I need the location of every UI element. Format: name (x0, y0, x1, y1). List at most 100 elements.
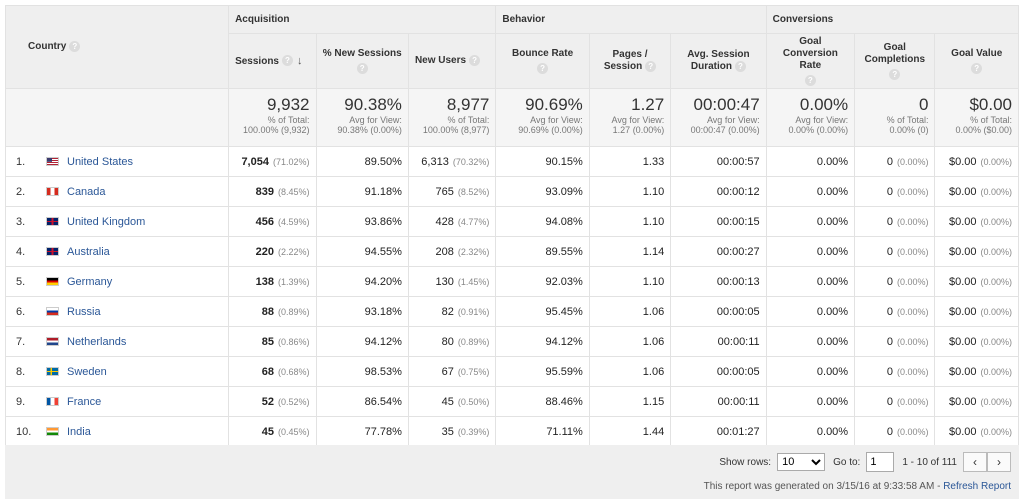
country-link[interactable]: Russia (67, 305, 101, 318)
table-row[interactable]: 3. United Kingdom 456 (4.59%) 93.86% 428 (4.77… (4, 206, 1019, 237)
avg-session-duration-column-header[interactable]: Avg. Session Duration? (670, 33, 767, 89)
totals-goal-value: $0.00% of Total: 0.00% ($0.00) (934, 88, 1019, 147)
country-cell: 6. Russia (4, 296, 230, 327)
goal-value-cell: $0.00 (0.00%) (934, 236, 1019, 267)
table-row[interactable]: 10. India 45 (0.45%) 77.78% 35 (0.39%) 71.11% 1.… (4, 416, 1019, 447)
goal-value-cell: $0.00 (0.00%) (934, 296, 1019, 327)
help-icon[interactable]: ? (804, 75, 816, 86)
goal-completions-cell: 0 (0.00%) (854, 236, 936, 267)
row-index: 2. (16, 185, 26, 198)
report-table: Country? Acquisition Behavior Conversion… (4, 5, 1020, 447)
goal-value-column-header[interactable]: Goal Value? (934, 33, 1019, 89)
sessions-cell: 68 (0.68%) (228, 356, 317, 387)
country-link[interactable]: Germany (67, 275, 113, 288)
table-row[interactable]: 9. France 52 (0.52%) 86.54% 45 (0.50%) 88.46% 1.… (4, 386, 1019, 417)
table-row[interactable]: 4. Australia 220 (2.22%) 94.55% 208 (2.32%) 89.… (4, 236, 1019, 267)
help-icon[interactable]: ? (69, 41, 81, 53)
goal-conversion-rate-cell: 0.00% (765, 416, 856, 447)
new-sessions-cell: 86.54% (315, 386, 409, 417)
country-link[interactable]: Sweden (67, 365, 107, 378)
avg-session-duration-cell: 00:00:27 (670, 236, 767, 267)
totals-avg-session-duration: 00:00:47 Avg for View: 00:00:47 (0.00%) (670, 88, 767, 147)
new-users-cell: 765 (8.52%) (407, 176, 497, 207)
goal-completions-cell: 0 (0.00%) (854, 296, 936, 327)
country-link[interactable]: Australia (67, 245, 110, 258)
country-link[interactable]: United Kingdom (67, 215, 146, 228)
bounce-rate-cell: 71.11% (495, 416, 590, 447)
table-row[interactable]: 5. Germany 138 (1.39%) 94.20% 130 (1.45%) 92.03… (4, 266, 1019, 297)
bounce-rate-cell: 93.09% (495, 176, 590, 207)
avg-session-duration-cell: 00:00:15 (670, 206, 767, 237)
goal-conversion-rate-cell: 0.00% (765, 206, 856, 237)
help-icon[interactable]: ? (889, 69, 901, 80)
goal-completions-cell: 0 (0.00%) (854, 176, 936, 207)
country-link[interactable]: India (67, 425, 91, 438)
country-column-header[interactable]: Country? (4, 5, 230, 89)
row-index: 9. (16, 395, 26, 408)
show-rows-select[interactable]: 10 (777, 453, 826, 471)
help-icon[interactable]: ? (469, 54, 481, 66)
bounce-rate-cell: 94.12% (495, 326, 590, 357)
sessions-cell: 220 (2.22%) (228, 236, 317, 267)
help-icon[interactable]: ? (645, 60, 657, 72)
bounce-rate-cell: 92.03% (495, 266, 590, 297)
goto-page-input[interactable] (866, 452, 895, 472)
next-page-button[interactable]: › (987, 452, 1011, 472)
new-users-cell: 82 (0.91%) (407, 296, 497, 327)
sessions-column-header[interactable]: Sessions? ↓ (228, 33, 317, 89)
table-row[interactable]: 7. Netherlands 85 (0.86%) 94.12% 80 (0.89%) 94.… (4, 326, 1019, 357)
help-icon[interactable]: ? (282, 55, 293, 67)
goal-conversion-rate-cell: 0.00% (765, 266, 856, 297)
help-icon[interactable]: ? (356, 63, 368, 74)
help-icon[interactable]: ? (971, 63, 983, 74)
goal-completions-column-header[interactable]: Goal Completions? (854, 33, 936, 89)
report-generated-notice: This report was generated on 3/15/16 at … (703, 481, 1011, 492)
country-cell: 8. Sweden (4, 356, 230, 387)
new-sessions-cell: 94.12% (315, 326, 409, 357)
sessions-cell: 45 (0.45%) (228, 416, 317, 447)
pages-per-session-cell: 1.10 (588, 176, 672, 207)
new-users-cell: 67 (0.75%) (407, 356, 497, 387)
country-link[interactable]: Netherlands (67, 335, 127, 348)
bounce-rate-cell: 95.59% (495, 356, 590, 387)
new-users-column-header[interactable]: New Users? (407, 33, 497, 89)
row-index: 1. (16, 155, 26, 168)
goal-value-cell: $0.00 (0.00%) (934, 386, 1019, 417)
help-icon[interactable]: ? (734, 60, 746, 72)
goal-conversion-rate-cell: 0.00% (765, 386, 856, 417)
bounce-rate-column-header[interactable]: Bounce Rate? (495, 33, 590, 89)
pages-per-session-column-header[interactable]: Pages / Session? (588, 33, 672, 89)
goal-completions-cell: 0 (0.00%) (854, 206, 936, 237)
refresh-report-link[interactable]: Refresh Report (943, 481, 1011, 492)
country-link[interactable]: France (67, 395, 102, 408)
avg-session-duration-cell: 00:00:11 (670, 386, 767, 417)
acquisition-group-header: Acquisition (228, 5, 497, 34)
totals-row: 9,932% of Total: 100.00% (9,932) 90.38% Av… (4, 88, 1019, 147)
goal-conversion-rate-cell: 0.00% (765, 326, 856, 357)
sort-descending-icon[interactable]: ↓ (297, 54, 303, 67)
help-icon[interactable]: ? (537, 63, 549, 74)
table-row[interactable]: 2. Canada 839 (8.45%) 91.18% 765 (8.52%) 93.09%… (4, 176, 1019, 207)
sweden-flag-icon (46, 367, 59, 377)
sessions-cell: 52 (0.52%) (228, 386, 317, 417)
conversions-group-header: Conversions (765, 5, 1020, 34)
new-sessions-cell: 93.18% (315, 296, 409, 327)
sessions-cell: 839 (8.45%) (228, 176, 317, 207)
new-users-cell: 35 (0.39%) (407, 416, 497, 447)
country-link[interactable]: Canada (67, 185, 106, 198)
country-cell: 4. Australia (4, 236, 230, 267)
table-row[interactable]: 1. United States 7,054 (71.02%) 89.50% 6,313(… (4, 146, 1019, 177)
table-row[interactable]: 8. Sweden 68 (0.68%) 98.53% 67 (0.75%) 95.59% 1.… (4, 356, 1019, 387)
totals-sessions: 9,932% of Total: 100.00% (9,932) (228, 88, 317, 147)
sessions-cell: 7,054 (71.02%) (228, 146, 317, 177)
sessions-cell: 456 (4.59%) (228, 206, 317, 237)
avg-session-duration-cell: 00:00:57 (670, 146, 767, 177)
country-link[interactable]: United States (67, 155, 134, 168)
previous-page-button[interactable]: ‹ (963, 452, 987, 472)
table-row[interactable]: 6. Russia 88 (0.89%) 93.18% 82 (0.91%) 95.45% 1.… (4, 296, 1019, 327)
new-sessions-column-header[interactable]: % New Sessions? (315, 33, 409, 89)
table-footer: Show rows: 10 Go to: 1 - 10 of 111 ‹ › T… (5, 445, 1019, 499)
goal-conversion-rate-column-header[interactable]: Goal Conversion Rate? (765, 33, 856, 89)
pages-per-session-cell: 1.33 (588, 146, 672, 177)
goal-value-cell: $0.00 (0.00%) (934, 176, 1019, 207)
